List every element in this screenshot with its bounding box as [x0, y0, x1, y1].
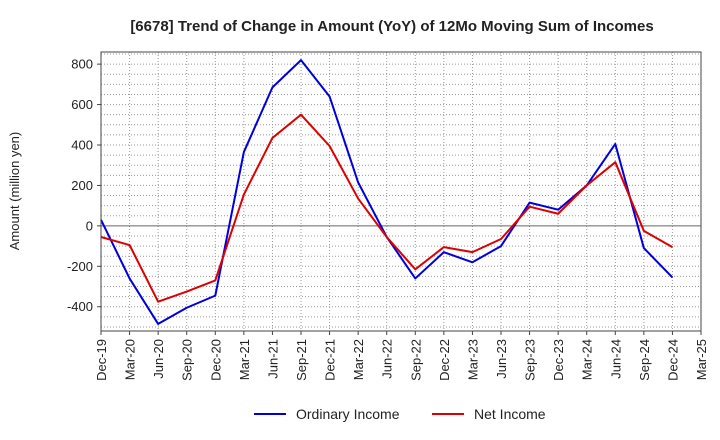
- x-tick-label: Mar-24: [580, 339, 595, 380]
- legend-label-ordinary-income: Ordinary Income: [296, 406, 400, 422]
- series-line-net-income: [100, 113, 673, 303]
- x-tick-label: Jun-21: [265, 339, 280, 379]
- x-tick-label: Dec-20: [208, 339, 223, 381]
- x-tick-label: Dec-21: [323, 339, 338, 381]
- x-tick-labels: Dec-19 Mar-20 Jun-20 Sep-20 Dec-20 Mar-21 Jun-…: [94, 331, 709, 381]
- y-axis-label: Amount (million yen): [7, 132, 22, 251]
- x-tick-label: Mar-21: [237, 339, 252, 380]
- x-tick-label: Dec-23: [551, 339, 566, 381]
- plot-frame: [100, 51, 702, 332]
- y-tick-label: -200: [67, 259, 93, 274]
- legend-label-net-income: Net Income: [474, 406, 546, 422]
- chart-title: [6678] Trend of Change in Amount (YoY) o…: [130, 18, 653, 35]
- x-tick-label: Dec-24: [665, 339, 680, 381]
- x-tick-label: Sep-24: [637, 339, 652, 381]
- y-tick-label: 800: [71, 57, 93, 72]
- y-tick-label: 200: [71, 178, 93, 193]
- y-tick-label: -400: [67, 299, 93, 314]
- x-tick-label: Dec-19: [94, 339, 109, 381]
- x-tick-label: Jun-23: [494, 339, 509, 379]
- y-tick-labels: -400 -200 0 200 400 600 800: [67, 57, 101, 314]
- x-tick-label: Mar-20: [123, 339, 138, 380]
- legend: Ordinary Income Net Income: [254, 406, 546, 422]
- y-tick-label: 400: [71, 138, 93, 153]
- x-tick-label: Sep-22: [408, 339, 423, 381]
- x-tick-label: Sep-21: [294, 339, 309, 381]
- x-tick-label: Jun-24: [608, 339, 623, 379]
- x-tick-label: Sep-23: [523, 339, 538, 381]
- x-tick-label: Mar-23: [465, 339, 480, 380]
- y-tick-label: 600: [71, 97, 93, 112]
- x-tick-label: Mar-25: [694, 339, 709, 380]
- series-line-ordinary-income: [100, 59, 674, 325]
- y-tick-label: 0: [86, 218, 93, 233]
- x-tick-label: Jun-20: [151, 339, 166, 379]
- x-tick-label: Mar-22: [351, 339, 366, 380]
- x-tick-label: Jun-22: [380, 339, 395, 379]
- x-tick-label: Sep-20: [180, 339, 195, 381]
- x-tick-label: Dec-22: [437, 339, 452, 381]
- series-lines: [100, 59, 674, 325]
